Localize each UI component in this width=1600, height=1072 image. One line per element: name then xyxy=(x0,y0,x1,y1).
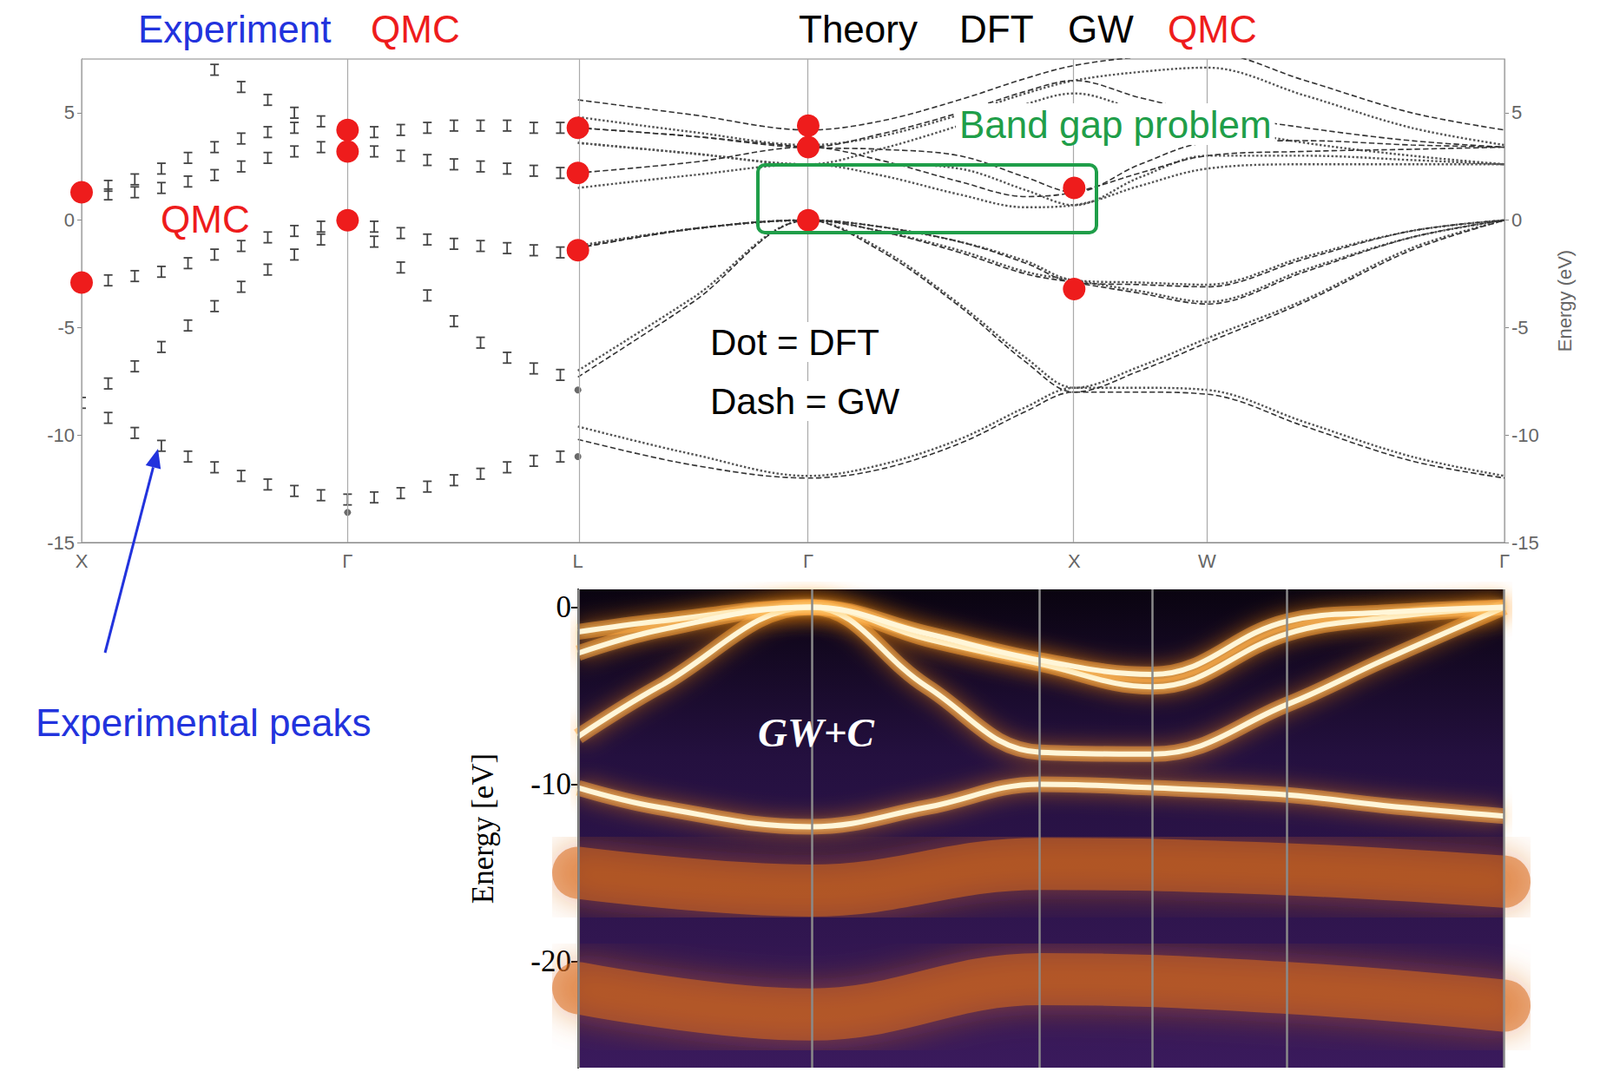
svg-text:Energy [eV]: Energy [eV] xyxy=(466,753,501,904)
svg-text:5: 5 xyxy=(64,101,75,124)
svg-text:W: W xyxy=(1198,550,1217,573)
svg-text:QMC: QMC xyxy=(370,7,461,51)
svg-text:-5: -5 xyxy=(1511,316,1529,339)
svg-text:Experimental peaks: Experimental peaks xyxy=(35,701,371,745)
svg-text:Γ: Γ xyxy=(1499,550,1510,573)
svg-text:-10: -10 xyxy=(530,767,572,802)
svg-text:GW+C: GW+C xyxy=(757,710,876,756)
svg-text:-10: -10 xyxy=(46,424,75,447)
svg-text:0: 0 xyxy=(556,590,573,625)
svg-text:0: 0 xyxy=(1511,209,1522,231)
svg-text:GW: GW xyxy=(1067,7,1134,51)
svg-text:Energy (eV): Energy (eV) xyxy=(1553,250,1576,352)
svg-text:0: 0 xyxy=(64,209,75,231)
svg-text:-15: -15 xyxy=(46,532,75,554)
svg-text:Dot = DFT: Dot = DFT xyxy=(710,322,880,363)
svg-text:L: L xyxy=(572,550,584,573)
svg-text:Γ: Γ xyxy=(342,550,353,573)
svg-text:-10: -10 xyxy=(1511,424,1540,447)
svg-text:-20: -20 xyxy=(530,944,572,979)
svg-text:Dash = GW: Dash = GW xyxy=(710,381,901,422)
svg-text:QMC: QMC xyxy=(1167,7,1258,51)
svg-text:Band gap problem: Band gap problem xyxy=(959,103,1272,146)
svg-text:-15: -15 xyxy=(1511,532,1540,554)
svg-text:X: X xyxy=(75,550,89,573)
svg-text:Experiment: Experiment xyxy=(138,7,332,51)
svg-text:X: X xyxy=(1067,550,1081,573)
svg-text:Γ: Γ xyxy=(803,550,814,573)
svg-text:QMC: QMC xyxy=(160,197,251,241)
svg-text:Theory: Theory xyxy=(798,7,918,51)
svg-text:5: 5 xyxy=(1511,101,1522,124)
svg-text:-5: -5 xyxy=(57,316,75,339)
svg-text:DFT: DFT xyxy=(959,7,1034,51)
